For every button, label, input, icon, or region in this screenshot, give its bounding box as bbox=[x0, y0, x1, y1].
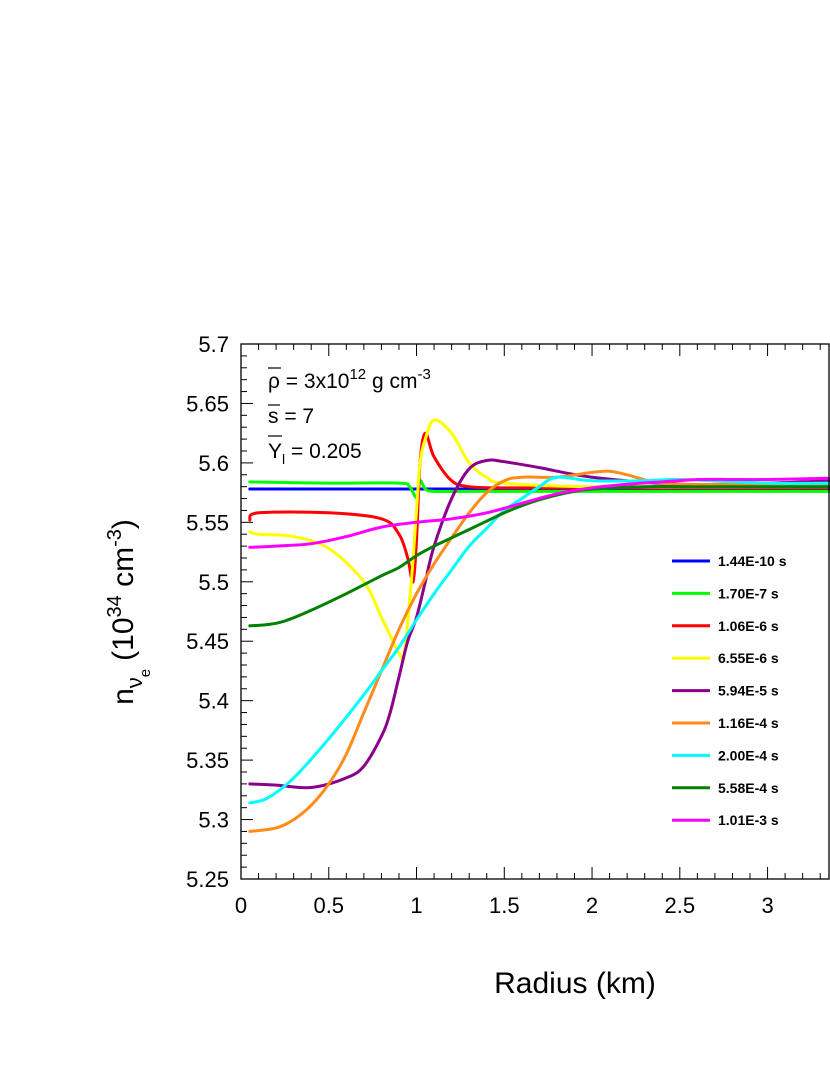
legend-label: 1.70E-7 s bbox=[718, 585, 779, 601]
y-tick-label: 5.65 bbox=[186, 391, 229, 416]
legend: 1.44E-10 s 1.70E-7 s 1.06E-6 s 6.55E-6 s 5.9… bbox=[672, 553, 787, 828]
y-tick-label: 5.25 bbox=[186, 867, 229, 892]
y-tick-labels: 5.25 5.3 5.35 5.4 5.45 5.5 5.55 5.6 5.65 5.7 bbox=[186, 332, 229, 892]
x-tick-label: 0.5 bbox=[313, 893, 344, 918]
annotation-density: ρ = 3x1012 g cm-3 bbox=[268, 366, 431, 393]
series-line-4 bbox=[248, 418, 830, 661]
legend-label: 1.16E-4 s bbox=[718, 715, 779, 731]
y-tick-label: 5.3 bbox=[198, 808, 229, 833]
x-axis-title: Radius (km) bbox=[494, 967, 656, 1000]
series-line-7 bbox=[248, 475, 830, 805]
x-tick-label: 1.5 bbox=[489, 893, 520, 918]
y-tick-label: 5.4 bbox=[198, 689, 229, 714]
plot-frame bbox=[240, 343, 830, 880]
rho-symbol: ρ bbox=[268, 370, 280, 393]
legend-label: 5.94E-5 s bbox=[718, 683, 779, 699]
legend-label: 1.01E-3 s bbox=[718, 812, 779, 828]
series-line-2 bbox=[248, 479, 830, 499]
annotation-lepton-fraction: Yl = 0.205 bbox=[268, 440, 362, 467]
legend-label: 1.06E-6 s bbox=[718, 618, 779, 634]
x-tick-label: 2 bbox=[586, 893, 598, 918]
y-tick-label: 5.5 bbox=[198, 570, 229, 595]
series-line-6 bbox=[248, 469, 830, 833]
ticks-layer bbox=[240, 343, 821, 880]
x-tick-label: 3 bbox=[761, 893, 773, 918]
y-axis-title: nνe(1034 cm-3) bbox=[104, 519, 154, 705]
y-tick-label: 5.7 bbox=[198, 332, 229, 357]
y-tick-label: 5.35 bbox=[186, 748, 229, 773]
legend-label: 1.44E-10 s bbox=[718, 553, 787, 569]
y-tick-label: 5.55 bbox=[186, 510, 229, 535]
series-line-8 bbox=[248, 485, 830, 628]
y-tick-label: 5.6 bbox=[198, 451, 229, 476]
series-layer bbox=[248, 418, 830, 833]
y-tick-label: 5.45 bbox=[186, 629, 229, 654]
x-tick-label: 1 bbox=[410, 893, 422, 918]
legend-label: 2.00E-4 s bbox=[718, 747, 779, 763]
annotation-entropy: s = 7 bbox=[268, 405, 314, 428]
x-tick-label: 2.5 bbox=[665, 893, 696, 918]
x-tick-label: 0 bbox=[235, 893, 247, 918]
legend-label: 6.55E-6 s bbox=[718, 650, 779, 666]
x-tick-labels: 0 0.5 1 1.5 2 2.5 3 bbox=[235, 893, 774, 918]
series-line-9 bbox=[248, 476, 830, 549]
legend-label: 5.58E-4 s bbox=[718, 780, 779, 796]
